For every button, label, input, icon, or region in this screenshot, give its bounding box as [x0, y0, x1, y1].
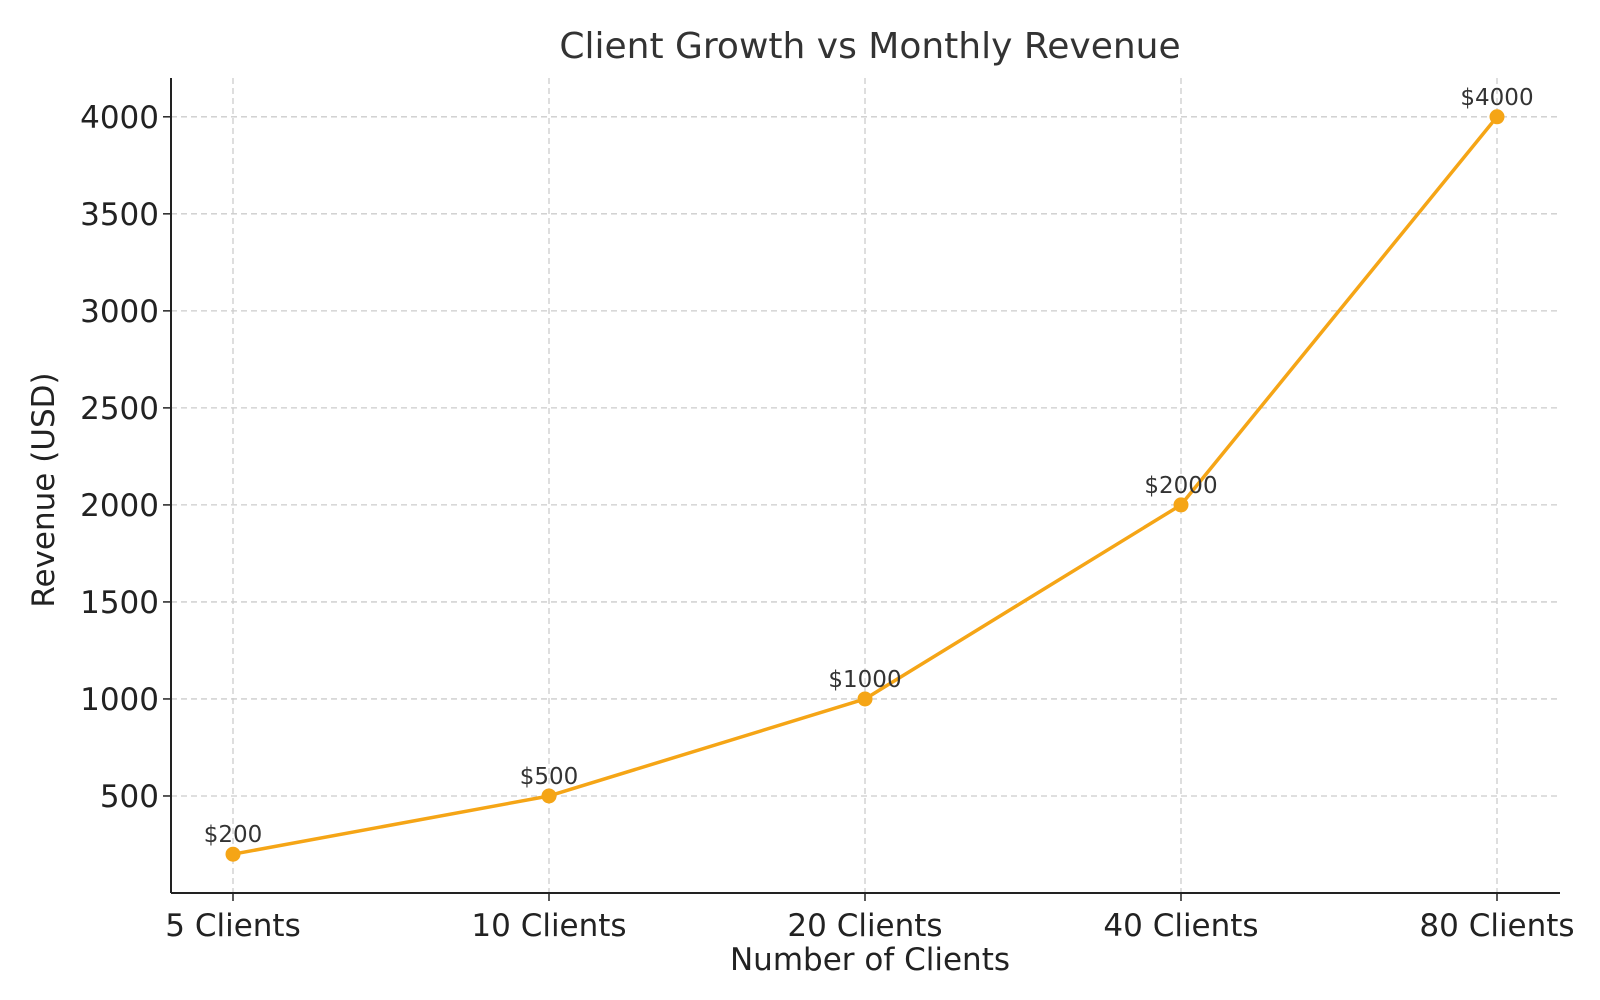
- y-tick-label: 3500: [80, 197, 159, 233]
- data-label: $1000: [828, 667, 901, 693]
- data-point: [541, 788, 557, 804]
- data-point: [1489, 109, 1505, 125]
- x-axis-ticks: 5 Clients 10 Clients 20 Clients 40 Clients 8…: [165, 893, 1575, 944]
- x-tick-label: 80 Clients: [1419, 908, 1574, 944]
- x-tick-label: 40 Clients: [1103, 908, 1258, 944]
- series: [225, 109, 1505, 862]
- y-tick-label: 2000: [80, 488, 159, 524]
- y-axis-ticks: 500 1000 1500 2000 2500 3000 3500 4000: [80, 100, 171, 815]
- data-label: $200: [204, 822, 263, 848]
- x-axis-title: Number of Clients: [730, 942, 1010, 978]
- data-point: [225, 846, 241, 862]
- y-tick-label: 3000: [80, 294, 159, 330]
- chart-title: Client Growth vs Monthly Revenue: [559, 26, 1180, 67]
- data-point: [1173, 497, 1189, 513]
- data-label: $500: [520, 764, 579, 790]
- y-tick-label: 500: [100, 779, 159, 815]
- y-tick-label: 1000: [80, 682, 159, 718]
- y-tick-label: 2500: [80, 391, 159, 427]
- y-tick-label: 1500: [80, 585, 159, 621]
- y-tick-label: 4000: [80, 100, 159, 136]
- x-tick-label: 10 Clients: [471, 908, 626, 944]
- data-label: $2000: [1144, 473, 1217, 499]
- x-tick-label: 20 Clients: [787, 908, 942, 944]
- y-axis-title: Revenue (USD): [26, 372, 62, 607]
- data-label: $4000: [1460, 85, 1533, 111]
- data-labels: $200 $500 $1000 $2000 $4000: [204, 85, 1534, 848]
- x-tick-label: 5 Clients: [165, 908, 300, 944]
- data-point: [857, 691, 873, 707]
- grid: [171, 78, 1560, 893]
